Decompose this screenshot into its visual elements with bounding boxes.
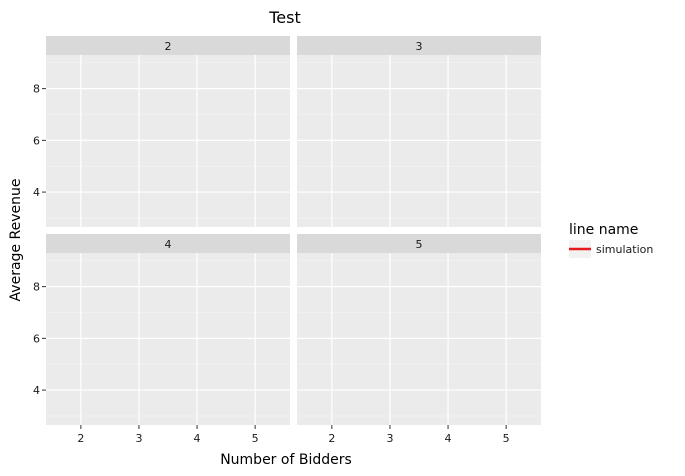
facet-strip-label: 3 <box>416 40 423 53</box>
panel-background <box>297 253 541 425</box>
x-tick-label: 4 <box>194 432 201 445</box>
facet-strip <box>297 234 541 253</box>
x-axis-title: Number of Bidders <box>220 452 352 468</box>
x-tick-label: 5 <box>252 432 259 445</box>
facet-strip-label: 5 <box>416 238 423 251</box>
y-tick-label: 8 <box>33 281 40 294</box>
y-tick-label: 8 <box>33 83 40 96</box>
facet-strip <box>46 234 290 253</box>
facets-layer: 2 3 4 5 <box>46 36 541 425</box>
y-tick-label: 6 <box>33 332 40 345</box>
facet-strip <box>297 36 541 55</box>
x-tick-label: 2 <box>77 432 84 445</box>
legend: line name simulation <box>569 222 653 258</box>
x-tick-label: 3 <box>135 432 142 445</box>
y-axis-ticks: 4 6 8 4 6 8 <box>33 83 46 397</box>
x-tick-label: 5 <box>503 432 510 445</box>
x-tick-label: 4 <box>445 432 452 445</box>
y-tick-label: 6 <box>33 134 40 147</box>
panel-background <box>297 55 541 227</box>
facet-strip <box>46 36 290 55</box>
facet-panel-4: 4 <box>46 234 290 425</box>
x-axis-ticks: 2 3 4 5 2 3 4 5 <box>77 425 510 445</box>
facet-strip-label: 2 <box>165 40 172 53</box>
panel-background <box>46 55 290 227</box>
facet-panel-5: 5 <box>297 234 541 425</box>
facet-strip-label: 4 <box>165 238 172 251</box>
facet-panel-3: 3 <box>297 36 541 227</box>
legend-entries: simulation <box>569 240 653 258</box>
y-tick-label: 4 <box>33 186 40 199</box>
y-tick-label: 4 <box>33 384 40 397</box>
legend-entry-label: simulation <box>596 243 653 256</box>
x-tick-label: 3 <box>386 432 393 445</box>
panel-background <box>46 253 290 425</box>
facet-panel-2: 2 <box>46 36 290 227</box>
chart-title: Test <box>268 8 301 27</box>
y-axis-title: Average Revenue <box>8 179 24 302</box>
legend-title: line name <box>569 222 638 238</box>
x-tick-label: 2 <box>328 432 335 445</box>
